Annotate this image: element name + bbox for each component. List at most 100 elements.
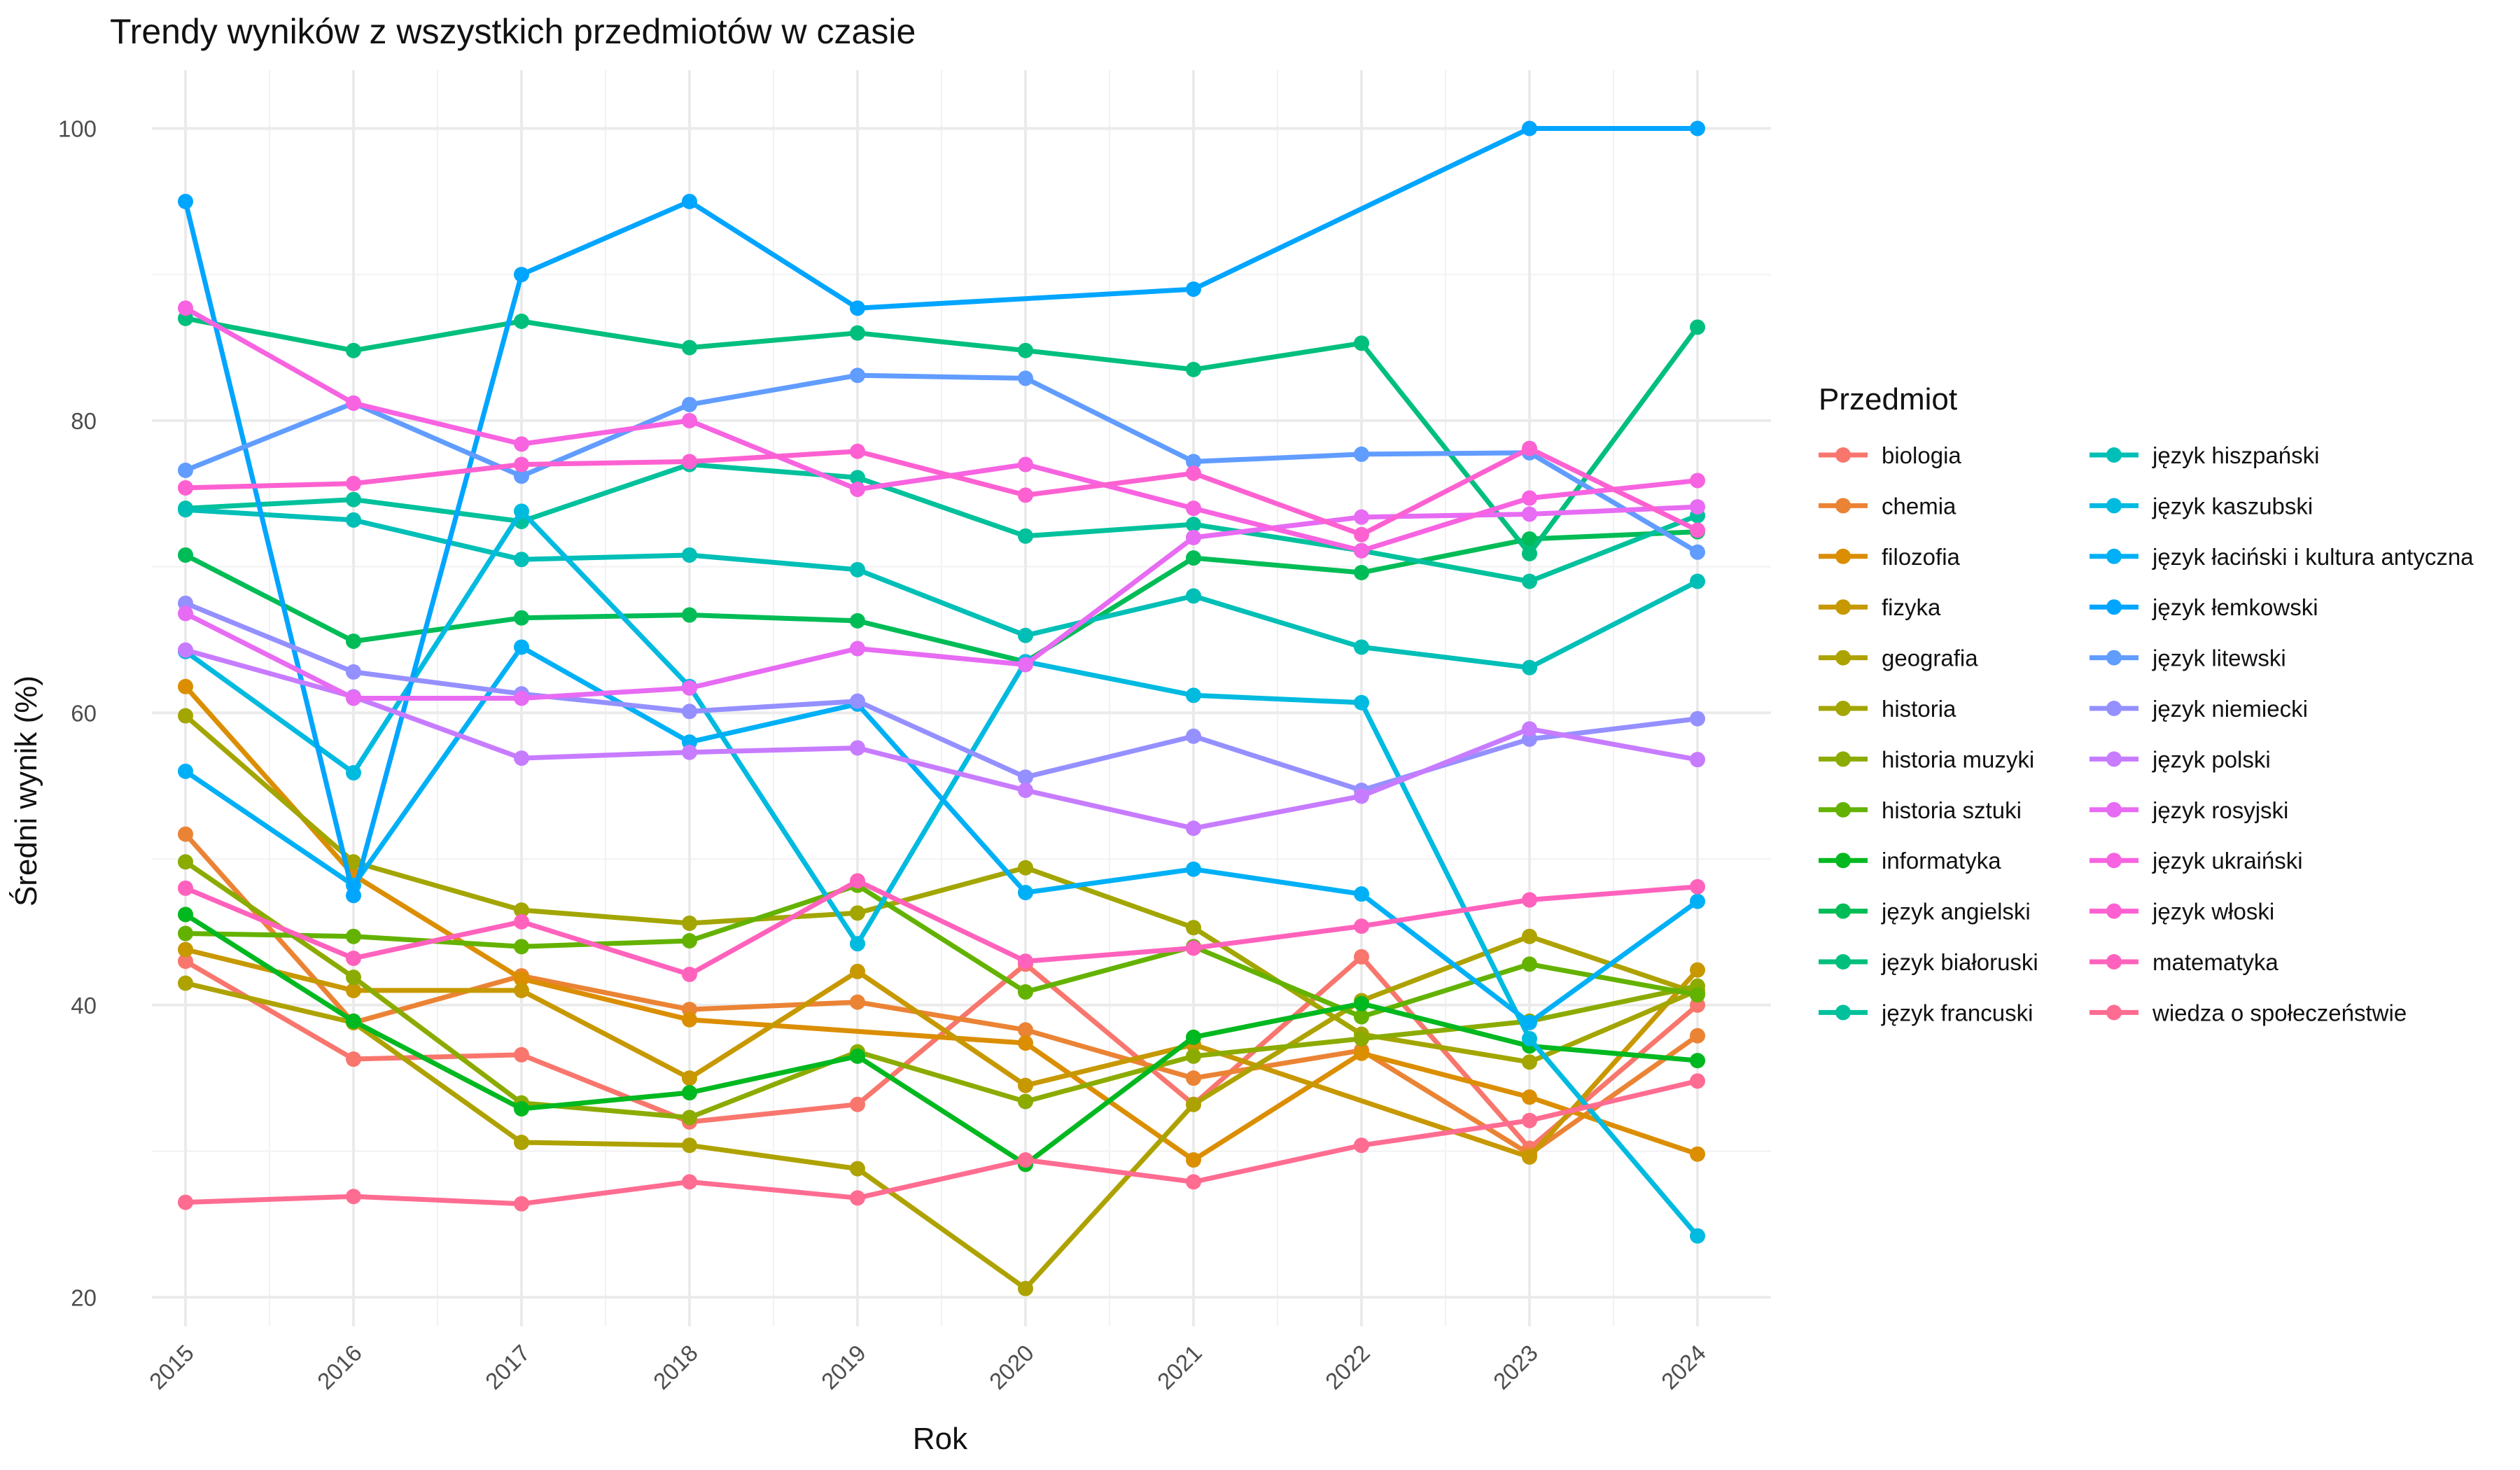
series-group — [178, 524, 1705, 670]
legend-label: język rosyjski — [2152, 797, 2288, 823]
legend-label: język francuski — [1881, 1000, 2033, 1026]
legend-item: język rosyjski — [2090, 797, 2288, 823]
data-point — [178, 678, 193, 694]
x-tick-label: 2017 — [480, 1340, 535, 1394]
data-point — [1522, 506, 1537, 522]
data-point — [178, 479, 193, 496]
data-point — [682, 396, 697, 412]
data-point — [1354, 1009, 1369, 1025]
data-point — [1186, 820, 1201, 836]
legend-item: historia — [1819, 696, 1956, 722]
legend-label: język ukraiński — [2152, 848, 2303, 874]
data-point — [1690, 522, 1705, 538]
y-tick-label: 20 — [71, 1284, 97, 1310]
legend-key-point — [2106, 599, 2122, 615]
data-point — [346, 1051, 361, 1068]
legend-item: chemia — [1819, 493, 1956, 519]
legend-key-point — [1835, 1004, 1851, 1021]
series-line — [183, 859, 1700, 1120]
data-point — [514, 436, 529, 452]
data-point — [346, 475, 361, 491]
legend-item: biologia — [1819, 442, 1961, 468]
y-axis-ticks: 20 40 60 80 100 — [58, 115, 97, 1310]
data-point — [1354, 948, 1369, 965]
data-point — [850, 740, 865, 756]
legend-item: język polski — [2090, 746, 2271, 772]
series-line — [183, 504, 1700, 701]
data-point — [514, 690, 529, 706]
data-point — [1354, 335, 1369, 351]
legend: Przedmiot biologia chemia filozofia fizyka g… — [1819, 382, 2474, 1026]
data-point — [1522, 1149, 1537, 1165]
data-point — [178, 547, 193, 563]
legend-item: język łaciński i kultura antyczna — [2090, 544, 2474, 570]
data-point — [1186, 1096, 1201, 1112]
data-point — [1522, 956, 1537, 972]
legend-item: geografia — [1819, 645, 1978, 671]
series-line — [183, 446, 1700, 538]
data-point — [346, 888, 361, 904]
data-point — [850, 994, 865, 1010]
data-point — [1186, 1174, 1201, 1190]
data-point — [1354, 509, 1369, 525]
data-point — [1018, 1077, 1033, 1093]
legend-item: język niemiecki — [2090, 696, 2308, 722]
legend-item: język białoruski — [1819, 949, 2038, 975]
legend-key-point — [1835, 599, 1851, 615]
legend-key-point — [2106, 1004, 2122, 1021]
series-line — [183, 878, 1700, 977]
legend-item: język ukraiński — [2090, 848, 2303, 874]
data-point — [514, 552, 529, 568]
data-point — [1354, 446, 1369, 462]
data-point — [514, 639, 529, 655]
data-point — [1354, 1138, 1369, 1154]
series-line — [183, 316, 1700, 556]
data-point — [514, 503, 529, 519]
y-tick-label: 80 — [71, 408, 97, 434]
data-point — [682, 744, 697, 760]
legend-item: filozofia — [1819, 544, 1961, 570]
series-line — [183, 832, 1700, 1157]
legend-item: język hiszpański — [2090, 442, 2319, 468]
data-point — [514, 610, 529, 626]
series-line — [183, 529, 1700, 664]
data-point — [1186, 940, 1201, 956]
legend-key-point — [1835, 548, 1851, 564]
data-point — [514, 1101, 529, 1117]
data-point — [1522, 120, 1537, 136]
legend-item: język francuski — [1819, 1000, 2033, 1026]
legend-item: historia muzyki — [1819, 746, 2034, 772]
data-point — [1018, 627, 1033, 643]
legend-key-point — [2106, 802, 2122, 818]
legend-item: język kaszubski — [2090, 493, 2313, 519]
series-line — [183, 305, 1700, 554]
data-point — [850, 905, 865, 921]
data-point — [1186, 529, 1201, 545]
data-point — [178, 1194, 193, 1210]
data-point — [178, 906, 193, 923]
legend-key-point — [2106, 903, 2122, 919]
x-axis-title: Rok — [913, 1422, 968, 1456]
x-tick-label: 2016 — [312, 1340, 367, 1394]
data-point — [850, 1096, 865, 1112]
data-point — [514, 1196, 529, 1212]
data-point — [1186, 465, 1201, 482]
data-point — [346, 634, 361, 650]
data-point — [178, 880, 193, 896]
data-point — [1018, 370, 1033, 386]
data-point — [850, 936, 865, 952]
data-point — [514, 971, 529, 987]
data-point — [1690, 1028, 1705, 1044]
data-point — [1522, 573, 1537, 589]
data-point — [1186, 454, 1201, 470]
legend-key-point — [1835, 853, 1851, 869]
series-group — [178, 120, 1705, 904]
data-point — [514, 902, 529, 918]
data-point — [1018, 1035, 1033, 1051]
data-point — [1690, 573, 1705, 589]
legend-label: język włoski — [2152, 899, 2274, 925]
data-point — [1690, 319, 1705, 335]
series-line — [183, 126, 1700, 898]
data-point — [850, 1161, 865, 1177]
data-point — [682, 454, 697, 470]
